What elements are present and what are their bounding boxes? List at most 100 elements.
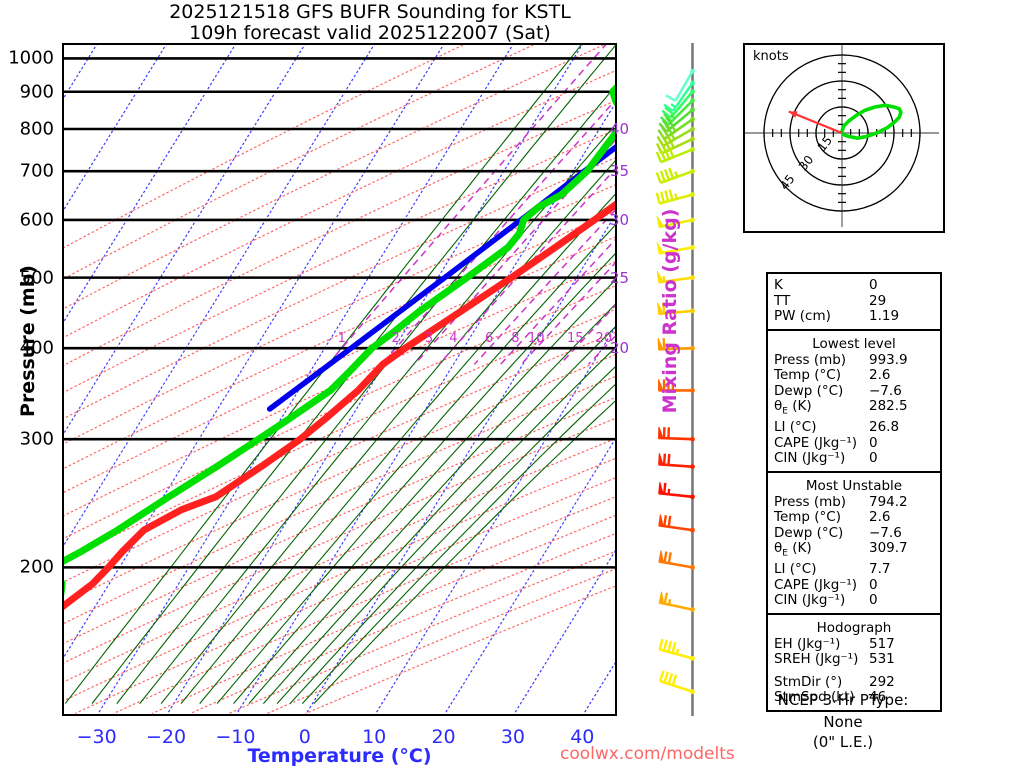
mixing-ratio-tick-20: 20: [610, 339, 630, 358]
stats-row-label: θE (K): [774, 540, 812, 559]
hodograph-stats-row: SREH (Jkg⁻¹) 531: [768, 652, 940, 668]
mixing-ratio-axis-title: Mixing Ratio (g/kg): [659, 208, 681, 414]
pressure-tick-1000: 1000: [8, 47, 54, 69]
watermark: coolwx.com/modelts: [560, 744, 735, 764]
mixing-ratio-tick-35: 35: [610, 162, 630, 181]
stats-row-label: SREH (Jkg⁻¹): [774, 651, 859, 668]
stats-section-lowest-level: Lowest level Press (mb) 993.9 Temp (°C) 2.6 D…: [768, 331, 940, 473]
lowest-level-row: θE (K) 282.5: [768, 398, 940, 420]
temperature-axis-title: Temperature (°C): [247, 745, 432, 767]
stats-section-hodograph: Hodograph EH (Jkg⁻¹) 517 SREH (Jkg⁻¹) 531 Stm…: [768, 615, 940, 710]
svg-text:10: 10: [528, 331, 545, 346]
pressure-tick-600: 600: [19, 209, 54, 231]
stats-row-label: Dewp (°C): [774, 524, 844, 541]
pressure-tick-900: 900: [19, 81, 54, 103]
stats-row-label: Temp (°C): [774, 509, 841, 526]
stats-row-label: EH (Jkg⁻¹): [774, 635, 841, 652]
temperature-axis-ticks: −30 −20 −10 0 10 20 30 40: [62, 726, 617, 750]
pressure-tick-700: 700: [19, 160, 54, 182]
hodograph-stats-row: StmSpd (kt) 46: [768, 690, 940, 706]
pressure-axis-ticks: 200 300 400 500 600 700 800 900 1000: [0, 43, 60, 716]
most-unstable-row: θE (K) 309.7: [768, 540, 940, 562]
stats-row-value: 292: [869, 673, 895, 690]
hodograph-stats-row: EH (Jkg⁻¹) 517: [768, 635, 940, 653]
stats-row-value: 0: [869, 277, 878, 293]
svg-text:8: 8: [511, 331, 519, 346]
stats-row-label: LI (°C): [774, 561, 817, 578]
most-unstable-row: CIN (Jkg⁻¹) 0: [768, 593, 940, 609]
stats-row-value: 517: [869, 635, 895, 652]
title-line-1: 2025121518 GFS BUFR Sounding for KSTL: [169, 1, 571, 23]
stats-row-label: CAPE (Jkg⁻¹): [774, 434, 858, 451]
temperature-tick-30: 30: [500, 726, 526, 748]
stats-row-label: Temp (°C): [774, 367, 841, 383]
mixing-ratio-tick-40: 40: [610, 119, 630, 138]
stats-row-label: LI (°C): [774, 419, 817, 436]
temperature-tick-40: 40: [570, 726, 595, 748]
ptype-value: None: [823, 713, 863, 731]
svg-text:4: 4: [449, 331, 457, 346]
lowest-level-heading: Lowest level: [812, 335, 896, 352]
svg-text:1: 1: [338, 331, 346, 346]
stats-row-value: 0: [869, 434, 878, 451]
chart-title: 2025121518 GFS BUFR Sounding for KSTL 10…: [0, 2, 740, 44]
mixing-ratio-axis-ticks: 20 25 30 35 40: [608, 43, 648, 716]
skewt-diagram[interactable]: 1 2 3 4 6 8 10 15 20: [62, 43, 617, 716]
stats-row-label: Press (mb): [774, 493, 847, 510]
svg-text:45: 45: [777, 172, 797, 193]
stats-row-value: 7.7: [869, 561, 891, 578]
hodograph-panel[interactable]: 15 30 45 knots: [743, 43, 945, 233]
mixing-ratio-tick-30: 30: [610, 210, 630, 229]
stats-row-value: 29: [869, 292, 887, 309]
temperature-tick--10: −10: [215, 726, 256, 748]
temperature-trace: [62, 199, 617, 612]
pressure-tick-800: 800: [19, 118, 54, 140]
stats-row-value: 0: [869, 576, 878, 593]
stats-row-label: θE (K): [774, 398, 812, 417]
stats-section-most-unstable: Most Unstable Press (mb) 794.2 Temp (°C) 2.6…: [768, 473, 940, 615]
stats-row-label: PW (cm): [774, 308, 831, 324]
stats-section-indices: K 0 TT 29 PW (cm) 1.19: [768, 274, 940, 331]
lowest-level-row: Press (mb) 993.9: [768, 351, 940, 369]
stats-row-value: 794.2: [869, 493, 908, 510]
most-unstable-row: CAPE (Jkg⁻¹) 0: [768, 576, 940, 594]
svg-text:20: 20: [596, 331, 613, 346]
stats-row-label: Dewp (°C): [774, 382, 844, 399]
stats-row-value: 531: [869, 651, 895, 668]
stats-row-value: 993.9: [869, 351, 908, 368]
most-unstable-heading: Most Unstable: [805, 477, 903, 494]
stats-row-label: TT: [774, 292, 791, 309]
svg-text:2: 2: [392, 331, 400, 346]
svg-text:30: 30: [796, 153, 816, 174]
stats-row-value: −7.6: [869, 524, 902, 541]
lowest-level-row: Temp (°C) 2.6: [768, 367, 940, 384]
mixing-ratio-labels: 1 2 3 4 6 8 10 15 20: [338, 331, 612, 346]
stats-row-label: StmSpd (kt): [774, 689, 855, 706]
stats-row-label: CIN (Jkg⁻¹): [774, 450, 846, 467]
pressure-tick-400: 400: [19, 337, 54, 359]
sounding-stats-panel: K 0 TT 29 PW (cm) 1.19 Lowest level Press (mb)…: [766, 272, 942, 712]
pressure-tick-200: 200: [19, 556, 54, 578]
most-unstable-row: Dewp (°C) −7.6: [768, 524, 940, 542]
lowest-level-row: CIN (Jkg⁻¹) 0: [768, 451, 940, 467]
stats-index-row: TT 29: [768, 292, 940, 310]
stats-row-value: 46: [869, 689, 887, 706]
svg-text:3: 3: [425, 331, 433, 346]
stats-row-label: Press (mb): [774, 351, 847, 368]
stats-row-value: 282.5: [869, 398, 908, 414]
stats-row-value: 0: [869, 592, 878, 609]
stats-row-value: 2.6: [869, 509, 891, 526]
stats-row-label: CIN (Jkg⁻¹): [774, 592, 846, 609]
hodograph-stats-heading: Hodograph: [816, 619, 892, 636]
temperature-tick-20: 20: [431, 726, 456, 748]
temperature-tick--30: −30: [76, 726, 117, 748]
pressure-tick-300: 300: [19, 428, 54, 450]
most-unstable-row: Press (mb) 794.2: [768, 493, 940, 511]
svg-text:15: 15: [567, 331, 584, 346]
stats-row-value: 26.8: [869, 419, 900, 436]
temperature-tick--20: −20: [146, 726, 187, 748]
stats-row-label: CAPE (Jkg⁻¹): [774, 576, 858, 593]
most-unstable-row: Temp (°C) 2.6: [768, 510, 940, 526]
